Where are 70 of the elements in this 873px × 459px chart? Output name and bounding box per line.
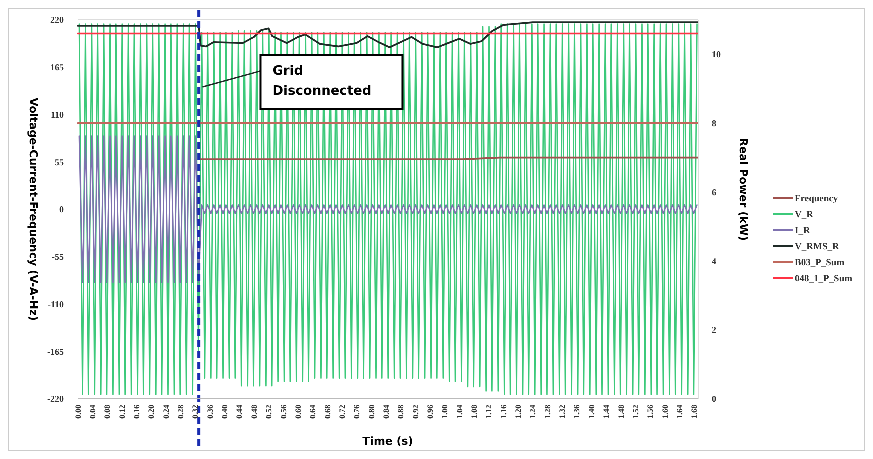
x-tick-label: 0.48	[250, 405, 259, 419]
x-tick-label: 1.68	[690, 405, 700, 419]
x-tick-label: 0.72	[338, 405, 347, 419]
x-tick-label: 1.16	[499, 405, 508, 419]
x-tick-label: 0.60	[294, 405, 303, 419]
y2-tick-label: 10	[712, 50, 722, 60]
x-tick-label: 0.08	[103, 405, 112, 419]
y2-tick-label: 0	[712, 394, 717, 404]
y-tick-label: 220	[50, 15, 64, 26]
x-tick-label: 0.92	[411, 405, 420, 419]
y-tick-label: 55	[55, 157, 64, 168]
y-axis-title: Voltage-Current-Frequency (V-A-Hz)	[27, 98, 40, 321]
x-tick-label: 0.28	[176, 405, 186, 419]
x-tick-label: 0.68	[323, 405, 332, 419]
x-tick-label: 0.16	[132, 405, 142, 419]
line-series	[78, 136, 698, 284]
y2-tick-label: 2	[712, 325, 717, 336]
x-tick-label: 1.04	[455, 405, 464, 419]
x-tick-label: 1.36	[572, 405, 582, 419]
x-tick-label: 1.28	[543, 405, 552, 419]
x-tick-label: 0.64	[308, 405, 318, 419]
y-tick-label: -110	[48, 299, 64, 310]
x-tick-label: 1.24	[528, 405, 538, 419]
annotation: Grid Disconnected	[272, 64, 372, 100]
x-tick-label: 1.40	[587, 405, 596, 419]
x-tick-label: 0.84	[382, 405, 391, 419]
y-tick-label: -165	[48, 346, 64, 357]
x-tick-label: 0.96	[426, 405, 435, 419]
x-tick-label: 1.60	[660, 405, 670, 419]
x-tick-label: 0.32	[191, 405, 200, 419]
y-tick-label: -55	[52, 252, 64, 262]
y-tick-label: -220	[48, 394, 64, 404]
y2-tick-label: 4	[712, 256, 717, 266]
x-tick-label: 1.08	[470, 405, 480, 419]
legend-label: V_RMS_R	[795, 242, 840, 252]
legend-label: Frequency	[795, 194, 838, 204]
x-tick-label: 0.76	[352, 405, 362, 419]
x-tick-label: 0.52	[264, 405, 274, 419]
x-tick-label: 0.56	[279, 405, 288, 419]
x-tick-label: 0.20	[147, 405, 156, 419]
x-tick-label: 0.24	[162, 405, 171, 419]
y-tick-label: 110	[50, 110, 64, 120]
legend-label: B03_P_Sum	[795, 258, 845, 268]
x-tick-label: 1.00	[440, 405, 450, 419]
legend-label: 048_1_P_Sum	[795, 274, 853, 284]
x-tick-label: 1.64	[675, 405, 684, 419]
x-tick-label: 1.20	[514, 405, 524, 419]
x-tick-label: 0.40	[220, 405, 230, 419]
x-tick-label: 1.56	[646, 405, 656, 419]
x-tick-label: 1.32	[558, 405, 568, 419]
line-series	[78, 24, 698, 396]
legend-label: I_R	[795, 226, 810, 236]
y-tick-label: 0	[60, 204, 64, 215]
y-tick-label: 165	[50, 62, 64, 73]
x-tick-label: 0.04	[88, 405, 98, 419]
y2-axis-title: Real Power (kW)	[737, 138, 750, 241]
legend-label: V_R	[795, 210, 814, 220]
x-tick-label: 1.48	[616, 405, 626, 419]
x-tick-label: 0.36	[206, 405, 215, 419]
x-tick-label: 0.80	[367, 405, 376, 419]
x-tick-label: 1.44	[602, 405, 612, 419]
y2-tick-label: 8	[712, 118, 717, 129]
x-tick-label: 0.12	[118, 405, 127, 419]
x-tick-label: 1.12	[484, 405, 494, 419]
x-tick-label: 0.44	[235, 405, 244, 419]
x-tick-label: 0.00	[74, 405, 83, 419]
x-axis-title: Time (s)	[362, 435, 414, 448]
x-tick-label: 0.88	[396, 405, 406, 419]
y2-tick-label: 6	[712, 187, 717, 198]
x-tick-label: 1.52	[631, 405, 640, 419]
